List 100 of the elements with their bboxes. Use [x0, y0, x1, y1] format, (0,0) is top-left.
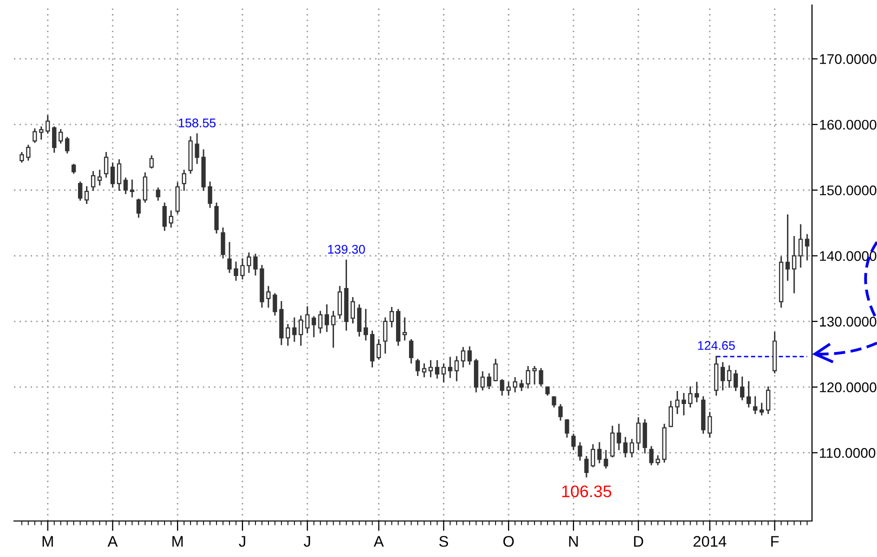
candlestick — [156, 187, 160, 201]
candlestick — [708, 412, 712, 438]
candlestick — [616, 424, 622, 450]
candlestick — [65, 136, 70, 154]
candlestick — [753, 396, 758, 414]
candlestick — [110, 162, 115, 188]
candlestick — [564, 419, 570, 438]
candlestick — [435, 360, 440, 379]
x-tick-label: M — [42, 536, 53, 547]
candlestick — [32, 128, 37, 143]
candlestick — [26, 144, 30, 161]
candlestick — [383, 317, 388, 354]
candlestick — [149, 155, 154, 169]
candlestick — [91, 171, 96, 191]
candlestick — [214, 202, 219, 234]
candlestick — [532, 366, 537, 384]
y-tick-label: 170.0000 — [820, 54, 876, 64]
candlestick — [623, 436, 628, 458]
candlestick — [675, 390, 680, 414]
candlestick — [486, 373, 492, 390]
candlestick — [448, 356, 452, 378]
candlestick — [292, 317, 297, 342]
candlestick — [422, 363, 426, 378]
candlestick — [409, 339, 414, 364]
candlestick — [123, 178, 128, 194]
candlestick — [734, 370, 738, 392]
candlestick — [194, 133, 200, 164]
x-tick-label: 2014 — [694, 536, 726, 547]
candlestick — [610, 426, 615, 458]
candlestick — [727, 365, 732, 388]
candlestick — [519, 380, 524, 392]
candlestick — [246, 252, 252, 273]
x-tick-label: N — [569, 536, 578, 547]
candlestick — [39, 126, 44, 140]
candlestick — [162, 202, 167, 231]
candlestick — [454, 356, 459, 382]
candlestick — [78, 182, 82, 201]
candlestick — [500, 379, 504, 396]
candlestick — [376, 339, 381, 360]
candlestick — [116, 159, 122, 191]
x-tick-label: A — [108, 536, 118, 547]
x-tick-label: F — [771, 536, 779, 547]
candlestick — [227, 242, 232, 273]
candlestick — [240, 258, 245, 280]
x-tick-label: A — [374, 536, 384, 547]
candlestick — [688, 386, 692, 408]
candlestick — [441, 363, 446, 383]
candlestick — [286, 324, 290, 346]
candlestick — [552, 396, 556, 408]
candlestick — [571, 434, 576, 450]
annotation: 106.35 — [562, 485, 612, 498]
y-tick-label: 150.0000 — [820, 185, 876, 196]
candlestick — [350, 297, 355, 324]
candlestick — [272, 293, 278, 316]
candlestick — [84, 186, 89, 204]
candlestick — [266, 286, 271, 308]
candlestick — [20, 152, 24, 163]
candlestick — [357, 304, 362, 337]
candlestick — [526, 366, 530, 388]
candlestick — [104, 152, 108, 178]
candlestick — [305, 306, 310, 334]
candlestick — [136, 198, 141, 218]
candlestick — [590, 444, 596, 468]
candlestick — [506, 382, 511, 396]
y-tick-label: 160.0000 — [820, 120, 876, 130]
candlestick — [630, 438, 634, 458]
candlestick — [402, 317, 407, 341]
candlestick — [428, 360, 433, 378]
candlestick — [142, 172, 148, 203]
candlestick — [493, 358, 498, 382]
candlestick — [604, 450, 608, 469]
candlestick — [168, 210, 174, 228]
candlestick — [208, 182, 212, 208]
candlestick — [578, 442, 582, 461]
x-tick-label: S — [439, 536, 448, 547]
annotation: 158.55 — [178, 118, 216, 128]
candlestick — [220, 228, 226, 258]
x-tick-label: D — [634, 536, 644, 547]
y-tick-label: 120.0000 — [820, 382, 876, 392]
candlestick — [234, 262, 238, 281]
annotation: 139.30 — [328, 244, 365, 254]
candlestick — [694, 382, 699, 402]
candlestick — [804, 234, 810, 260]
candlestick — [740, 376, 744, 400]
annotation: 124.65 — [698, 341, 735, 350]
candlestick — [668, 400, 674, 428]
candlestick — [364, 308, 368, 341]
x-tick-label: M — [172, 536, 183, 547]
y-tick-label: 110.0000 — [820, 448, 876, 458]
candlestick — [97, 170, 102, 186]
candlestick — [331, 310, 336, 348]
candlestick — [58, 129, 63, 144]
candlestick — [416, 358, 420, 376]
candlestick — [324, 304, 330, 332]
candlestick — [746, 381, 751, 408]
candlestick — [338, 286, 342, 319]
x-tick-label: O — [503, 536, 514, 547]
candlestick — [298, 315, 304, 346]
candlestick — [538, 368, 544, 386]
candlestick — [720, 362, 725, 390]
